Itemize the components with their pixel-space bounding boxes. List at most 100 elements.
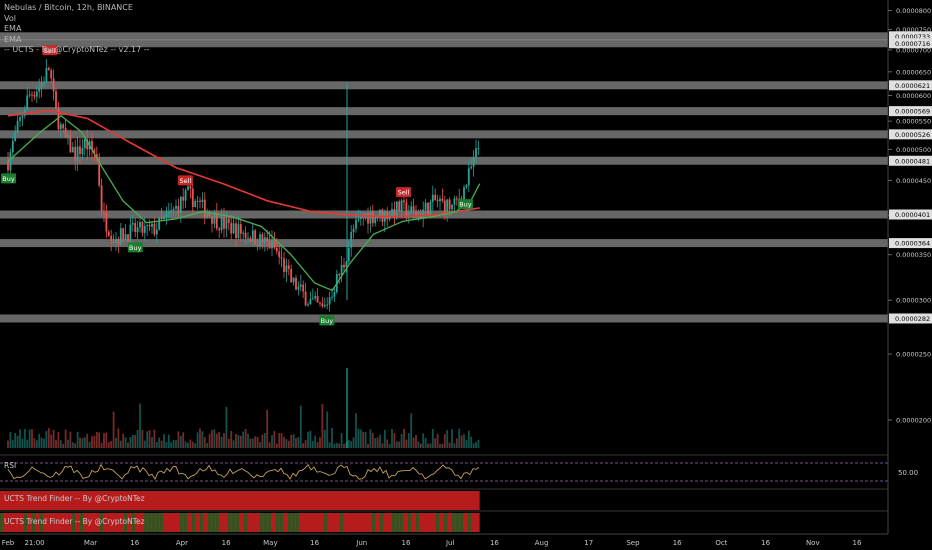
- candle-body: [76, 146, 79, 161]
- volume-bar: [410, 413, 413, 448]
- candle-body: [431, 194, 434, 202]
- time-tick-label: 16: [673, 539, 682, 547]
- candle-body: [369, 212, 372, 224]
- price-tick-label: 0.0000300: [896, 297, 931, 305]
- candle-body: [410, 206, 413, 214]
- support-resistance-zones: [0, 32, 888, 323]
- candle-body: [427, 202, 429, 216]
- volume-bar: [155, 442, 158, 448]
- volume-bar: [199, 428, 201, 448]
- volume-bar: [40, 437, 43, 448]
- volume-bar: [295, 438, 297, 448]
- candle-body: [434, 194, 437, 201]
- candle-body: [326, 304, 329, 306]
- signal-text: Buy: [321, 317, 334, 325]
- candle-body: [177, 205, 180, 214]
- volume-bar: [319, 437, 321, 448]
- signal-box: [457, 199, 473, 210]
- candle-body: [165, 212, 168, 217]
- volume-bar: [417, 441, 420, 448]
- candle-body: [232, 223, 235, 234]
- rsi-level-label: 50.00: [898, 469, 918, 477]
- volume-bar: [230, 430, 233, 448]
- candle-body: [179, 196, 182, 214]
- volume-bar: [213, 429, 216, 448]
- volume-bar: [446, 430, 449, 448]
- candle-body: [95, 154, 98, 159]
- candle-body: [443, 200, 446, 213]
- volume-bar: [405, 439, 408, 448]
- candle-body: [203, 199, 206, 218]
- volume-bar: [91, 436, 93, 448]
- volume-bar: [393, 433, 396, 448]
- candle-body: [105, 212, 108, 232]
- candle-body: [251, 230, 254, 242]
- candle-body: [331, 296, 333, 298]
- volume-bar: [88, 441, 91, 448]
- time-tick-label: 16: [490, 539, 499, 547]
- candle-body: [477, 148, 480, 150]
- trend-finder-segment: [208, 513, 211, 532]
- candle-body: [45, 68, 48, 83]
- volume-bar: [151, 437, 153, 448]
- candle-body: [429, 201, 432, 216]
- candle-body: [187, 186, 189, 191]
- volume-bar: [278, 433, 281, 448]
- volume-bar: [177, 431, 180, 448]
- volume-bar: [376, 437, 379, 448]
- candle-body: [220, 217, 223, 231]
- volume-bar: [220, 436, 223, 448]
- candle-body: [211, 216, 213, 224]
- signal-text: Sell: [44, 47, 56, 55]
- volume-bar: [218, 431, 221, 448]
- indicator-ucts[interactable]: -- UCTS - By @CryptoNTez -- v2.17 --: [4, 45, 150, 54]
- volume-bar: [33, 438, 36, 448]
- volume-bar: [475, 442, 477, 448]
- volume-bar: [57, 432, 60, 448]
- candle-body: [223, 217, 225, 229]
- candle-body: [134, 223, 137, 233]
- indicator-ema-2[interactable]: EMA: [4, 34, 22, 44]
- candle-body: [124, 234, 127, 241]
- signal-box: [1, 173, 16, 184]
- sell-signal: Sell: [177, 175, 193, 186]
- volume-bar: [237, 435, 240, 448]
- candle-body: [110, 235, 113, 242]
- candle-body: [352, 228, 355, 233]
- volume-bar: [100, 442, 103, 448]
- volume-bar: [167, 434, 170, 448]
- signal-text: Sell: [398, 189, 410, 197]
- candle-body: [314, 296, 317, 299]
- volume-bar: [364, 431, 367, 448]
- volume-bar: [146, 431, 149, 448]
- sr-zone: [0, 107, 888, 116]
- volume-bar: [362, 432, 365, 448]
- candle-body: [119, 228, 122, 245]
- volume-bar: [98, 432, 101, 448]
- candle-body: [9, 152, 12, 171]
- volume-bar: [314, 435, 317, 448]
- candle-body: [7, 161, 9, 171]
- volume-bar: [21, 438, 24, 448]
- candle-body: [172, 208, 175, 211]
- trend-finder-segment: [216, 513, 219, 532]
- trend-finder-segment: [396, 513, 399, 532]
- candle-body: [249, 238, 252, 242]
- candle-body: [175, 205, 177, 209]
- candle-body: [386, 211, 389, 220]
- candle-body: [388, 215, 391, 220]
- trend-finder-segment: [372, 513, 375, 532]
- volume-bar: [429, 443, 432, 448]
- candle-body: [196, 200, 199, 202]
- volume-bar: [165, 441, 168, 448]
- volume-bar: [67, 439, 69, 448]
- volume-bar: [14, 433, 17, 448]
- volume-bar: [187, 442, 189, 448]
- trend-finder-segment: [156, 513, 159, 532]
- time-tick-label: 16: [310, 539, 319, 547]
- indicator-ema-1[interactable]: EMA: [4, 24, 22, 33]
- candle-body: [345, 261, 348, 268]
- volume-bar: [247, 433, 249, 448]
- indicator-vol[interactable]: Vol: [4, 13, 16, 23]
